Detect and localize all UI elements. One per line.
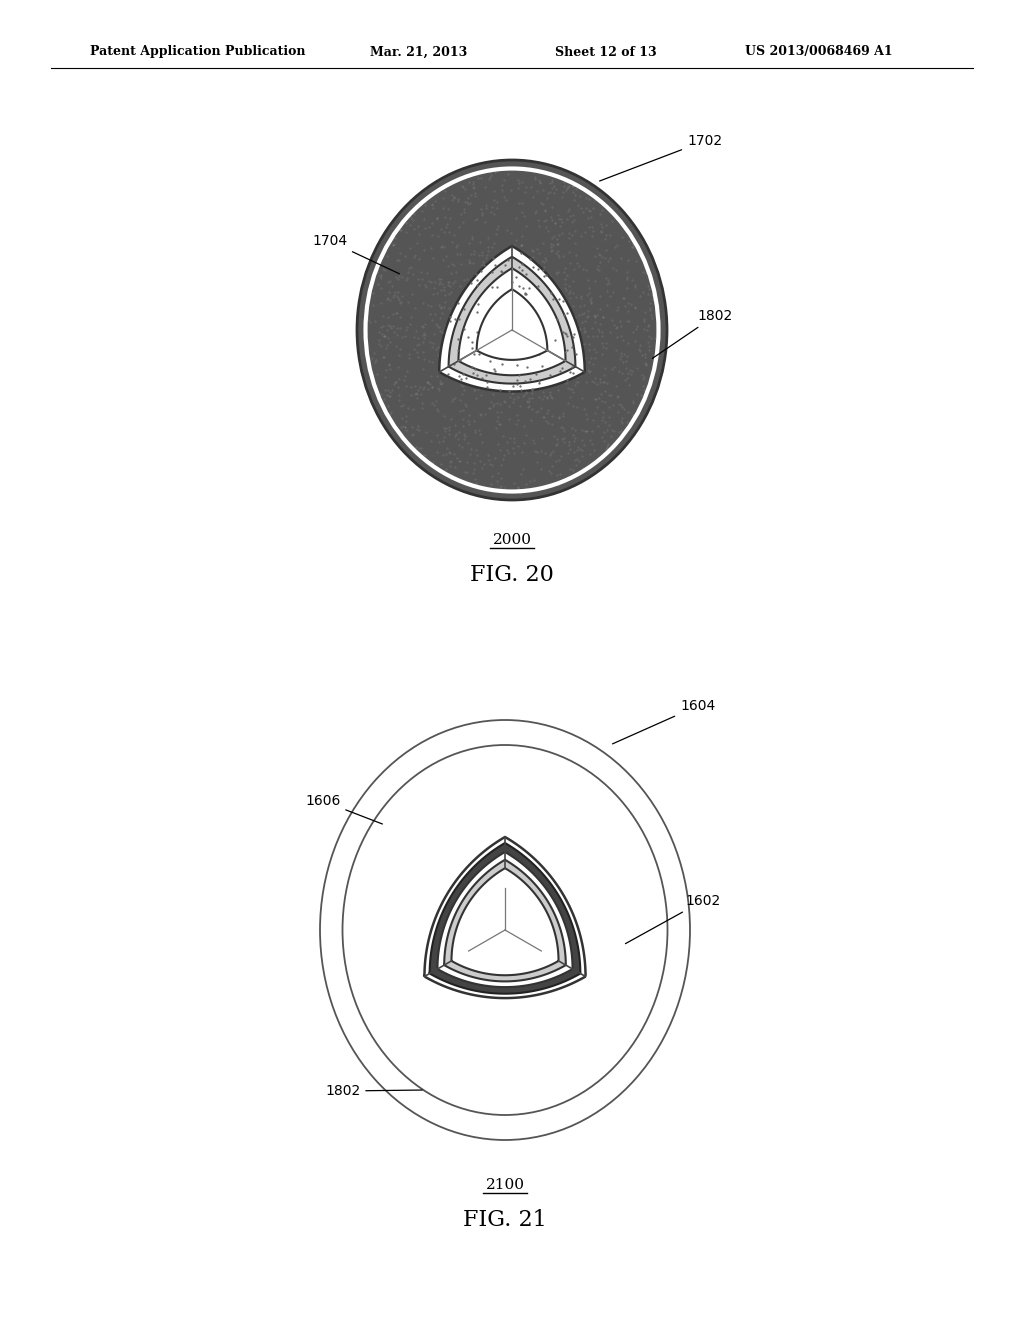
Ellipse shape [357,160,667,500]
Polygon shape [449,257,575,384]
Text: 1604: 1604 [612,700,715,744]
Ellipse shape [319,719,690,1140]
Polygon shape [425,837,586,998]
Text: FIG. 20: FIG. 20 [470,564,554,586]
Text: Patent Application Publication: Patent Application Publication [90,45,305,58]
Polygon shape [439,246,585,392]
Text: 1802: 1802 [325,1084,422,1098]
Text: US 2013/0068469 A1: US 2013/0068469 A1 [745,45,893,58]
Polygon shape [444,859,566,981]
Polygon shape [476,289,548,360]
Polygon shape [437,851,572,987]
Text: 1606: 1606 [305,795,382,824]
Text: 1702: 1702 [600,135,722,181]
Text: FIG. 21: FIG. 21 [463,1209,547,1232]
Text: 2000: 2000 [493,533,531,546]
Text: 1704: 1704 [312,234,399,273]
Text: Sheet 12 of 13: Sheet 12 of 13 [555,45,656,58]
Polygon shape [452,869,558,975]
Text: 1802: 1802 [652,309,732,359]
Polygon shape [430,843,581,994]
Text: 1602: 1602 [626,894,720,944]
Text: 2100: 2100 [485,1177,524,1192]
Ellipse shape [342,744,668,1115]
Text: Mar. 21, 2013: Mar. 21, 2013 [370,45,467,58]
Polygon shape [459,268,565,375]
